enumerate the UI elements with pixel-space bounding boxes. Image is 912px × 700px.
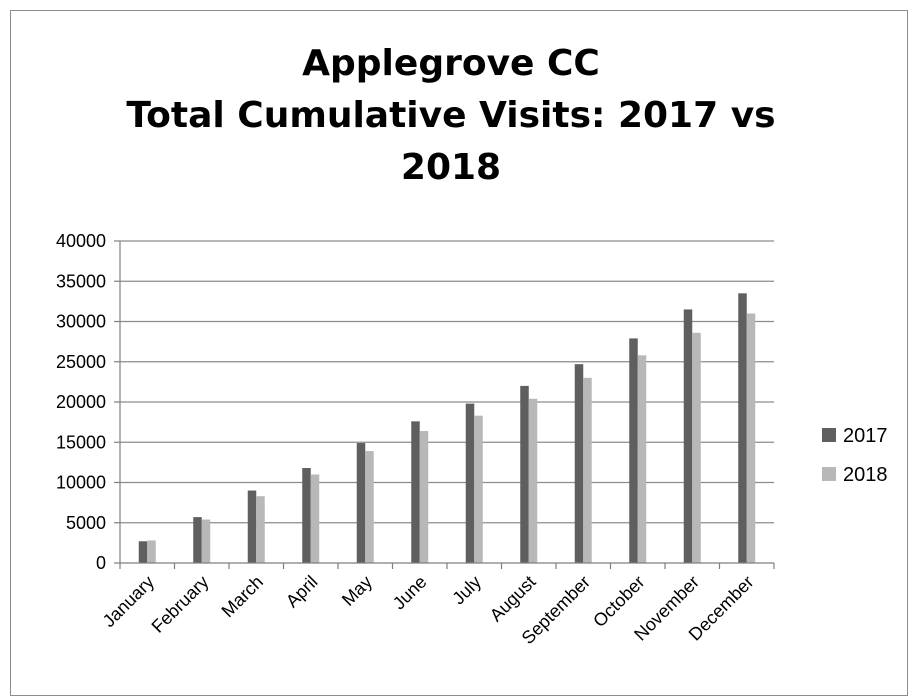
legend-swatch-2018 [822,467,836,481]
bar-2018-december [746,313,756,563]
title-line-1: Applegrove CC [302,43,600,84]
bar-2018-september [583,377,592,563]
legend-label-2018: 2018 [843,464,888,486]
title-line-3: 2018 [400,147,502,188]
x-tick-label: February [148,572,213,637]
bar-2017-april [302,468,311,563]
bar-2017-may [356,443,366,563]
x-tick-label: May [338,572,376,610]
y-tick-label: 15000 [56,432,106,452]
x-tick-label: April [282,572,322,612]
x-tick-label: June [389,572,431,614]
y-tick-label: 5000 [66,513,106,533]
bar-2017-march [247,490,257,563]
x-tick-label: July [448,572,485,609]
bar-2018-november [692,332,701,563]
bar-2017-november [683,309,693,563]
y-tick-label: 0 [96,553,106,573]
bar-2017-august [520,385,529,563]
bar-2017-october [629,338,638,563]
legend-label-2017: 2017 [843,425,888,447]
y-tick-label: 25000 [56,352,106,372]
bars [138,293,756,563]
y-tick-label: 30000 [56,312,106,332]
legend: 2017 2018 [822,425,888,486]
bar-2017-june [411,421,420,563]
bar-2018-august [528,398,538,563]
y-tick-label: 10000 [56,473,106,493]
bar-2017-july [465,403,475,563]
bar-2018-may [365,451,374,563]
x-tick-label: August [486,572,540,626]
legend-swatch-2017 [822,428,836,442]
bar-2017-february [193,517,202,563]
y-tick-label: 35000 [56,271,106,291]
y-tick-label: 20000 [56,392,106,412]
bar-2018-january [147,540,156,563]
x-tick-label: March [218,572,268,622]
bar-2018-march [256,496,265,563]
bar-2018-july [474,415,483,563]
bar-2018-june [419,430,429,563]
bar-2018-february [201,519,211,563]
title-line-2: Total Cumulative Visits: 2017 vs [126,95,776,136]
y-tick-label: 40000 [56,231,106,251]
bar-2018-april [310,474,320,563]
gridlines [120,240,774,524]
bar-2018-october [637,355,647,563]
y-axis: 0 5000 10000 15000 20000 25000 30000 35000 40000 [56,231,121,573]
chart-title: Applegrove CC Total Cumulative Visits: 2… [40,38,862,194]
chart-frame [10,10,908,696]
bar-2017-january [138,541,148,563]
bar-2017-september [574,364,584,563]
bar-2017-december [738,293,747,563]
